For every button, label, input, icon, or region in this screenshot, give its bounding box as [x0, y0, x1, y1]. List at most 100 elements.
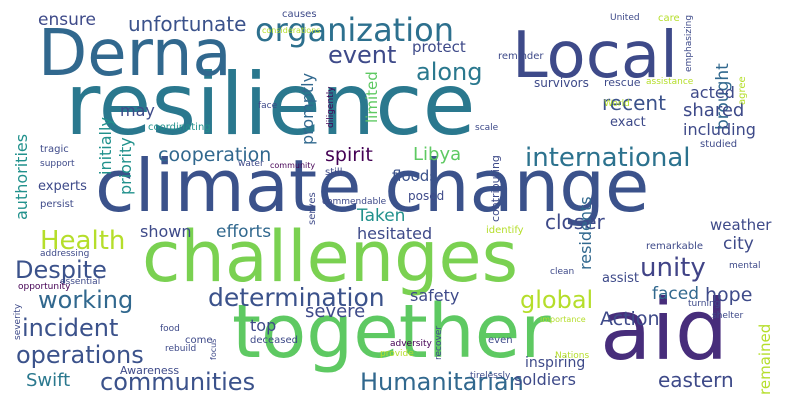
word-reminder: reminder [498, 51, 544, 62]
word-along: along [416, 58, 483, 86]
word-opportunity: opportunity [18, 282, 71, 292]
word-come: come [185, 335, 213, 346]
word-emphasizing: emphasizing [684, 14, 694, 72]
word-care: care [658, 13, 680, 24]
word-ensure: ensure [38, 10, 96, 30]
word-residents: residents [576, 196, 595, 270]
word-studied: studied [700, 139, 738, 150]
word-tirelessly: tirelessly [470, 371, 511, 381]
word-shared: shared [683, 100, 745, 121]
word-hesitated: hesitated [357, 224, 433, 243]
word-determination: determination [208, 283, 385, 312]
word-assistance: assistance [646, 77, 694, 87]
word-water: water [238, 159, 264, 169]
word-severe: severe [305, 301, 366, 322]
word-essential: essential [60, 277, 101, 287]
word-contributing: contributing [489, 155, 502, 222]
word-promptly: promptly [298, 72, 317, 145]
word-libya: Libya [413, 144, 462, 165]
word-organization: organization [255, 11, 454, 49]
word-nations: Nations [555, 351, 590, 361]
word-health: Health [40, 226, 126, 256]
word-initially: initially [96, 117, 115, 175]
word-cooperation: cooperation [158, 144, 272, 166]
word-world: World [604, 99, 630, 109]
word-together: together [232, 289, 551, 375]
word-clean: clean [550, 267, 575, 277]
word-challenges: challenges [142, 216, 519, 298]
word-may: may [120, 101, 155, 120]
word-identify: identify [486, 225, 524, 236]
word-experts: experts [38, 179, 87, 194]
word-serves: serves [307, 192, 318, 225]
word-rebuild: rebuild [165, 344, 197, 354]
word-deceased: deceased [250, 335, 298, 346]
word-posed: posed [408, 189, 445, 203]
word-agree: agree [737, 76, 748, 105]
word-survivors: survivors [534, 76, 589, 90]
word-soldiers: soldiers [514, 370, 576, 389]
word-considerations: considerations [262, 26, 321, 35]
word-hope: hope [705, 284, 753, 306]
word-severity: severity [13, 303, 23, 340]
word-operations: operations [16, 341, 144, 369]
word-priority: priority [116, 137, 135, 195]
word-humanitarian: Humanitarian [360, 368, 524, 396]
word-shelter: shelter [712, 311, 744, 321]
word-action: Action [600, 308, 660, 330]
word-eastern: eastern [658, 368, 734, 392]
word-closer: closer [545, 210, 605, 234]
word-faced: faced [652, 284, 699, 304]
word-protect: protect [412, 38, 466, 56]
word-coordinating: coordinating [148, 122, 211, 133]
word-taken: Taken [357, 206, 406, 226]
word-exact: exact [610, 115, 646, 130]
word-acted: acted [690, 83, 735, 102]
word-unity: unity [640, 253, 706, 283]
word-assist: assist [602, 271, 639, 286]
word-including: including [683, 120, 756, 139]
word-unfortunate: unfortunate [128, 12, 247, 36]
word-resilience: resilience [65, 55, 476, 155]
word-remained: remained [756, 323, 774, 395]
word-face: face [258, 101, 278, 111]
word-diligently: diligently [326, 86, 336, 128]
word-international: international [525, 143, 691, 173]
word-even: even [488, 335, 513, 346]
word-despite: Despite [15, 256, 107, 284]
word-scale: scale [475, 123, 499, 133]
word-united: United [610, 13, 640, 23]
word-communities: communities [100, 368, 256, 396]
word-causes: causes [282, 9, 317, 20]
word-efforts: efforts [216, 222, 272, 242]
word-safety: safety [410, 286, 460, 305]
word-swift: Swift [26, 370, 71, 391]
word-weather: weather [710, 216, 772, 234]
word-commendable: commendable [322, 197, 387, 207]
word-spirit: spirit [325, 144, 373, 166]
word-shown: shown [140, 222, 192, 241]
word-still: still [325, 167, 343, 178]
word-aid: aid [600, 281, 729, 379]
word-city: city [723, 234, 754, 254]
word-top: top [250, 316, 277, 335]
word-community: community [270, 161, 316, 170]
word-importance: importance [540, 315, 586, 324]
word-local: Local [512, 19, 678, 93]
word-event: event [328, 41, 397, 69]
word-persist: persist [40, 199, 74, 210]
word-climate-change: climate change [95, 144, 650, 228]
word-adversity: adversity [390, 339, 432, 349]
word-working: working [38, 286, 134, 314]
word-mental: mental [729, 261, 761, 271]
word-provide: provide [380, 349, 414, 359]
word-turning: turning [688, 299, 721, 309]
word-floods: floods [392, 167, 438, 185]
word-authorities: authorities [12, 133, 31, 220]
word-focus: focus [209, 338, 218, 360]
word-awareness: Awareness [120, 364, 180, 377]
word-support: support [40, 159, 75, 169]
word-remarkable: remarkable [646, 241, 704, 252]
word-incident: incident [22, 314, 119, 342]
